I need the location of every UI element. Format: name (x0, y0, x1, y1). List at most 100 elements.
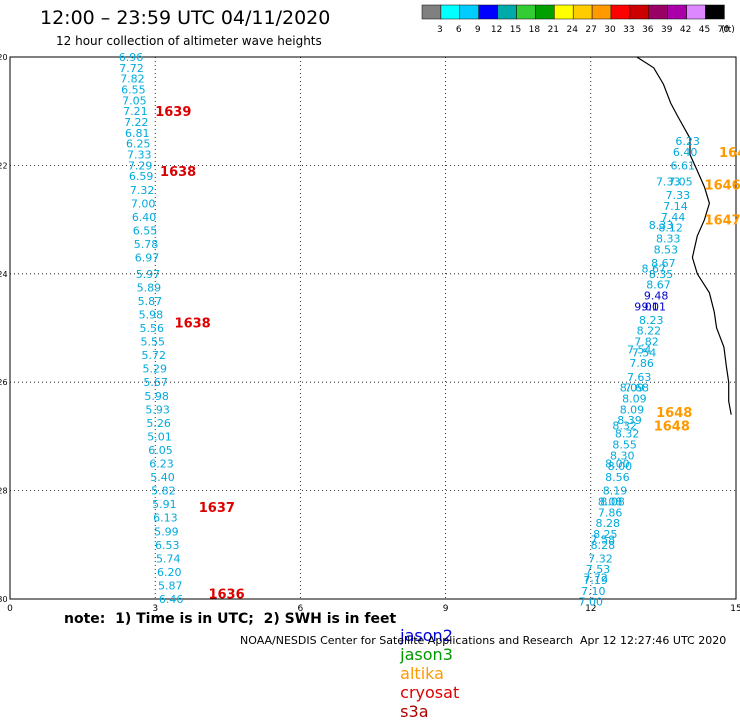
x-tick-label: 12 (585, 604, 596, 614)
wave-height-value: 8.67 (646, 279, 671, 292)
pass-time-label: 1646 (705, 178, 740, 193)
wave-height-value: 8.22 (637, 325, 662, 338)
wave-height-value: 8.53 (654, 243, 679, 256)
wave-height-value: 8.67 (641, 262, 666, 275)
x-tick-label: 9 (443, 604, 449, 614)
pass-time-label: 1638 (160, 165, 196, 180)
wave-height-value: 6.96 (119, 51, 144, 64)
wave-height-value: 8.09 (622, 392, 647, 405)
wave-height-value: 8.09 (620, 382, 645, 395)
wave-height-value: 6.55 (121, 84, 146, 97)
wave-height-value: 8.33 (656, 233, 681, 246)
wave-height-value: 8.67 (651, 257, 676, 270)
wave-height-value: 5.29 (142, 363, 167, 376)
wave-height-value: 9.48 (644, 289, 669, 302)
wave-height-value: 8.23 (639, 314, 664, 327)
wave-height-value: 7.68 (625, 382, 650, 395)
wave-height-value: 7.33 (656, 176, 681, 189)
wave-height-value: 7.33 (127, 149, 152, 162)
generated-timestamp: Apr 12 12:27:46 UTC 2020 (580, 634, 727, 647)
wave-height-value: 8.08 (600, 495, 625, 508)
wave-height-value: 8.33 (649, 219, 674, 232)
wave-height-value: 6.97 (135, 252, 160, 265)
coastline (636, 56, 732, 415)
chart-title: 12:00 – 23:59 UTC 04/11/2020 (40, 7, 331, 29)
colorbar-label: 24 (566, 25, 578, 35)
wave-height-value: 6.81 (125, 127, 150, 140)
colorbar-label: 21 (548, 25, 559, 35)
wave-height-value: 7.21 (123, 105, 148, 118)
wave-height-value: 5.87 (158, 579, 183, 592)
colorbar-label: 33 (623, 25, 634, 35)
x-tick-label: 6 (298, 604, 304, 614)
x-tick-label: 3 (152, 604, 158, 614)
colorbar-unit: (ft) (721, 25, 735, 35)
wave-height-value: 8.35 (649, 268, 674, 281)
legend-jason3: jason3 (400, 645, 453, 664)
y-tick-label: -24 (0, 270, 8, 279)
wave-height-value: 7.72 (583, 571, 608, 584)
colorbar-label: 27 (585, 25, 596, 35)
wave-height-value: 8.19 (603, 485, 628, 498)
wave-height-value: 5.55 (141, 336, 166, 349)
wave-height-value: 7.33 (666, 189, 691, 202)
wave-height-map: 03691215-20-22-24-26-28-306.967.727.826.… (0, 51, 740, 614)
wave-height-value: 7.10 (581, 585, 606, 598)
pass-time-label: 1637 (199, 501, 235, 516)
wave-height-value: 7.22 (124, 116, 149, 129)
wave-height-value: 6.40 (673, 146, 698, 159)
colorbar-label: 45 (699, 25, 710, 35)
wave-height-value: 8.32 (615, 428, 640, 441)
wave-height-value: 7.05 (122, 94, 147, 107)
wave-height-value: 6.13 (153, 512, 178, 525)
wave-height-value: 8.39 (617, 414, 642, 427)
wave-height-value: 7.44 (661, 211, 686, 224)
wave-height-value: 8.08 (598, 495, 623, 508)
wave-height-value: 6.40 (132, 211, 157, 224)
y-tick-label: -20 (0, 53, 8, 62)
colorbar-label: 15 (510, 25, 521, 35)
wave-height-value: 5.56 (140, 322, 165, 335)
wave-height-value: 7.29 (128, 159, 153, 172)
wave-height-value: 7.53 (586, 563, 611, 576)
wave-height-value: 5.01 (147, 430, 172, 443)
wave-height-value: 6.61 (671, 159, 696, 172)
wave-height-value: 7.82 (634, 336, 659, 349)
wave-height-value: 7.58 (591, 533, 616, 546)
wave-height-value: 5.89 (137, 281, 162, 294)
wave-height-value: 6.46 (159, 593, 184, 606)
wave-height-value: 5.97 (136, 268, 161, 281)
satellite-legend: jason2 jason3 altika cryosat s3a (390, 607, 469, 721)
wave-height-value: 8.56 (605, 471, 630, 484)
wave-height-value: 9.01 (634, 300, 659, 313)
wave-height-value: 6.25 (126, 138, 151, 151)
legend-cryosat: cryosat (400, 683, 460, 702)
wave-height-value: 5.98 (139, 308, 164, 321)
wave-height-value: 8.32 (612, 420, 637, 433)
wave-height-value: 5.72 (141, 349, 166, 362)
wave-height-value: 7.54 (632, 346, 657, 359)
wave-height-value: 6.20 (157, 566, 182, 579)
pass-time-label: 1636 (208, 588, 244, 603)
pass-time-label: 1648 (654, 420, 690, 435)
wave-height-value: 7.14 (663, 200, 688, 213)
wave-height-value: 7.32 (588, 552, 613, 565)
wave-height-value: 8.00 (605, 458, 630, 471)
wave-height-value: 7.19 (583, 574, 608, 587)
legend-s3a: s3a (400, 702, 429, 721)
wave-height-value: 6.05 (148, 444, 173, 457)
wave-height-value: 7.86 (598, 506, 623, 519)
y-tick-label: -22 (0, 161, 8, 170)
x-tick-label: 0 (7, 604, 13, 614)
wave-height-value: 7.00 (579, 596, 604, 609)
colorbar-label: 36 (642, 25, 654, 35)
wave-height-value: 7.72 (119, 62, 144, 75)
plot-frame (9, 56, 737, 600)
wave-height-value: 7.05 (668, 176, 693, 189)
pass-time-label: 164 (719, 146, 740, 161)
y-tick-label: -26 (0, 378, 8, 387)
x-tick-label: 15 (730, 604, 740, 614)
colorbar-label: 12 (491, 25, 502, 35)
y-tick-label: -30 (0, 595, 8, 604)
wave-height-value: 7.54 (627, 344, 652, 357)
